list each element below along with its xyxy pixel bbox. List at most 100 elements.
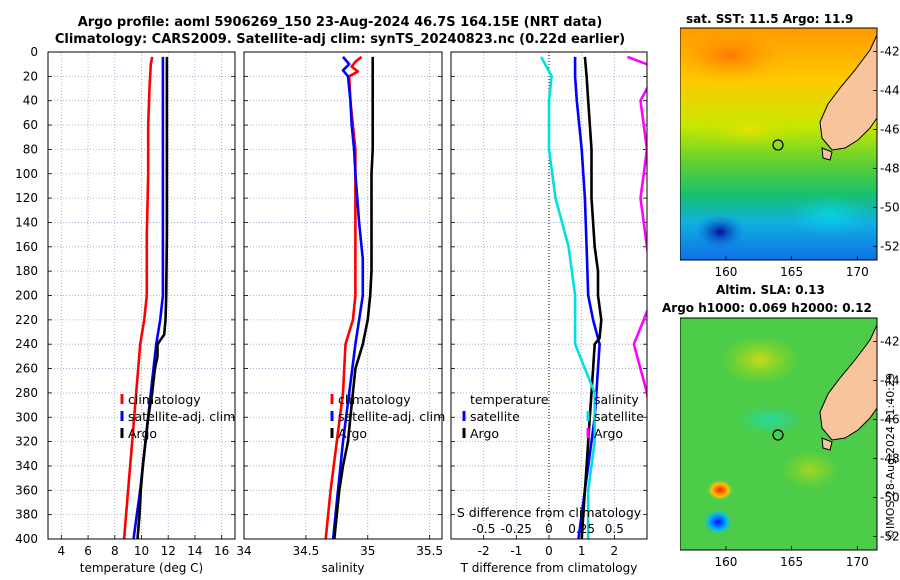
depth-tick-label: 380 <box>15 508 38 522</box>
map-lat-tick: -50 <box>880 490 900 504</box>
depth-tick-label: 120 <box>15 191 38 205</box>
sst-map: 160 165 170 -42 -44 -46 -48 -50 -52 <box>680 27 900 279</box>
depth-tick-label: 80 <box>23 142 38 156</box>
map-lon-tick: 160 <box>715 555 738 569</box>
depth-tick-label: 220 <box>15 313 38 327</box>
depth-tick-label: 280 <box>15 386 38 400</box>
sst-cold-patch <box>695 214 745 250</box>
imos-timestamp: ©IMOS 28-Aug-2024 11:40:29 <box>884 373 897 540</box>
plot-frame <box>243 51 443 540</box>
sla-land <box>819 324 877 441</box>
series-line-s-argo <box>626 55 647 403</box>
panel-salinity: 34 34.5 35 35.5 salinity climatology satellite… <box>236 51 445 575</box>
sst-argo-marker <box>772 139 784 151</box>
x-tick-label: 35.5 <box>416 544 443 558</box>
map-lat-tick: -48 <box>880 451 900 465</box>
sst-land <box>819 34 877 151</box>
sla-island <box>821 437 833 451</box>
legend-label: salinity <box>594 392 639 407</box>
x-tick-label: 2 <box>611 544 619 558</box>
sla-map-title-line2: Argo h1000: 0.069 h2000: 0.12 <box>662 301 872 315</box>
sla-argo-marker <box>772 429 784 441</box>
sla-map-title-line1: Altim. SLA: 0.13 <box>716 283 825 297</box>
depth-tick-label: 340 <box>15 459 38 473</box>
x-tick-label: 1 <box>578 544 586 558</box>
profile-charts: 0204060801001201401601802002202402602803… <box>15 45 648 575</box>
x-tick-label: 6 <box>84 544 92 558</box>
legend-label: satellite-adj. clim <box>338 409 445 424</box>
depth-tick-label: 260 <box>15 362 38 376</box>
map-lat-tick: -42 <box>880 334 900 348</box>
legend-label: satellite-adj. clim <box>128 409 235 424</box>
series-line-s-satellite <box>540 56 597 539</box>
x-tick-label: 8 <box>111 544 119 558</box>
x-tick-label: -2 <box>478 544 490 558</box>
sst-warm-patch <box>680 28 790 85</box>
legend-label: satellite <box>594 409 644 424</box>
depth-tick-label: 200 <box>15 289 38 303</box>
depth-tick-label: 0 <box>30 45 38 59</box>
map-lon-tick: 165 <box>780 555 803 569</box>
series-line-satellite-adj-clim <box>331 56 365 539</box>
map-panels: 160 165 170 -42 -44 -46 -48 -50 -52 160 165 170 -42… <box>680 27 900 569</box>
depth-tick-label: 320 <box>15 435 38 449</box>
map-lat-tick: -46 <box>880 412 900 426</box>
series-line-t-argo <box>580 56 603 539</box>
legend-label: Argo <box>594 426 623 441</box>
depth-tick-label: 360 <box>15 483 38 497</box>
legend-label: climatology <box>338 392 411 407</box>
x-tick-label: 34.5 <box>293 544 320 558</box>
x-tick-label: 10 <box>134 544 149 558</box>
map-lon-tick: 160 <box>715 265 738 279</box>
legend-label: satellite <box>470 409 520 424</box>
panel-difference-from-climatology: -2 -1 0 1 2 T difference from climatology temp… <box>450 51 648 575</box>
x-tick-label: -1 <box>510 544 522 558</box>
x-tick-label: 12 <box>161 544 176 558</box>
sla-yellow-patch <box>720 335 800 385</box>
sst-map-title: sat. SST: 11.5 Argo: 11.9 <box>686 12 854 26</box>
map-lat-tick: -42 <box>880 44 900 58</box>
map-lat-tick: -52 <box>880 239 900 253</box>
sla-high-eddy <box>706 479 734 501</box>
figure-title-line2: Climatology: CARS2009. Satellite-adj cli… <box>54 32 626 47</box>
secondary-x-tick-label: -0.25 <box>501 522 532 536</box>
panel-temperature: 4 6 8 10 12 14 16 temperature (deg C) climatolog… <box>47 51 236 575</box>
x-tick-label: 0 <box>545 544 553 558</box>
depth-tick-label: 40 <box>23 94 38 108</box>
depth-tick-label: 300 <box>15 410 38 424</box>
map-lat-tick: -46 <box>880 122 900 136</box>
sla-yellow-patch-2 <box>780 450 840 490</box>
depth-tick-label: 240 <box>15 337 38 351</box>
sst-yellow-patch <box>695 110 805 150</box>
sla-cyan-patch <box>735 405 805 435</box>
map-lat-tick: -52 <box>880 529 900 543</box>
legend-label: Argo <box>128 426 157 441</box>
depth-tick-label: 100 <box>15 167 38 181</box>
sla-map: 160 165 170 -42 -44 -46 -48 -50 -52 <box>680 317 900 569</box>
map-lon-tick: 165 <box>780 265 803 279</box>
x-tick-label: 34 <box>236 544 251 558</box>
depth-tick-label: 180 <box>15 264 38 278</box>
map-lon-tick: 170 <box>846 265 869 279</box>
legend-label: Argo <box>470 426 499 441</box>
map-lon-tick: 170 <box>846 555 869 569</box>
depth-tick-label: 60 <box>23 118 38 132</box>
sst-island <box>821 147 833 161</box>
x-axis-label: T difference from climatology <box>460 561 638 575</box>
x-axis-label: salinity <box>321 561 364 575</box>
map-lat-tick: -44 <box>880 373 900 387</box>
secondary-x-axis-label: S difference from climatology <box>457 505 642 520</box>
depth-tick-label: 400 <box>15 532 38 546</box>
secondary-x-tick-label: 0.5 <box>605 522 624 536</box>
series-line-climatology <box>122 56 154 539</box>
depth-tick-label: 140 <box>15 215 38 229</box>
legend-label: Argo <box>338 426 367 441</box>
map-lat-tick: -48 <box>880 161 900 175</box>
secondary-x-tick-label: 0 <box>545 522 553 536</box>
legend-label: climatology <box>128 392 201 407</box>
secondary-x-tick-label: 0.25 <box>568 522 595 536</box>
depth-tick-label: 20 <box>23 69 38 83</box>
series-line-argo <box>136 56 169 539</box>
series-line-argo <box>333 56 375 539</box>
series-line-climatology <box>324 55 363 539</box>
